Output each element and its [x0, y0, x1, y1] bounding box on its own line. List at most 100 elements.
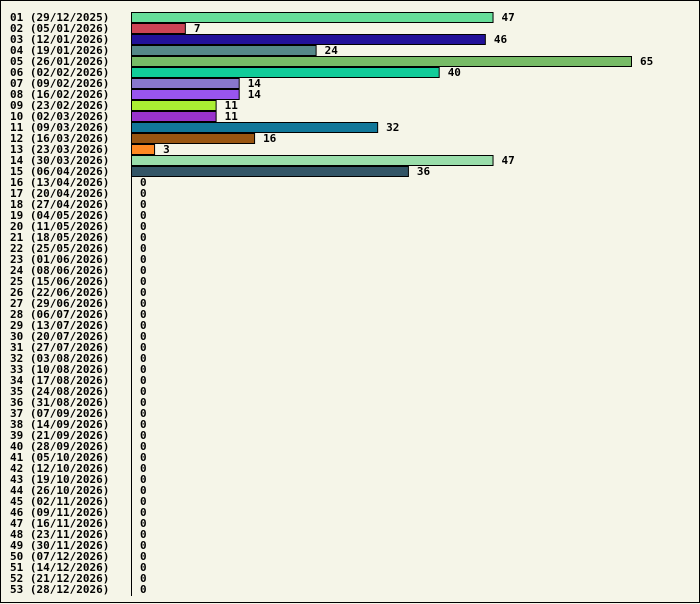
value-label: 0: [140, 231, 147, 244]
category-label: 06 (02/02/2026): [10, 66, 109, 79]
bar: [131, 67, 440, 78]
category-label: 31 (27/07/2026): [10, 341, 109, 354]
value-label: 24: [325, 44, 339, 57]
value-label: 0: [140, 374, 147, 387]
category-label: 49 (30/11/2026): [10, 539, 109, 552]
value-label: 0: [140, 253, 147, 266]
value-label: 0: [140, 209, 147, 222]
value-label: 46: [494, 33, 508, 46]
value-label: 36: [417, 165, 431, 178]
category-label: 08 (16/02/2026): [10, 88, 109, 101]
value-label: 11: [225, 99, 239, 112]
category-label: 16 (13/04/2026): [10, 176, 109, 189]
value-label: 0: [140, 506, 147, 519]
value-label: 47: [502, 154, 515, 167]
category-label: 04 (19/01/2026): [10, 44, 109, 57]
bar: [131, 111, 217, 122]
category-label: 02 (05/01/2026): [10, 22, 109, 35]
value-label: 0: [140, 583, 147, 596]
value-label: 0: [140, 363, 147, 376]
value-label: 7: [194, 22, 201, 35]
value-label: 0: [140, 440, 147, 453]
bar: [131, 166, 409, 177]
value-label: 0: [140, 242, 147, 255]
value-label: 0: [140, 187, 147, 200]
value-label: 0: [140, 473, 147, 486]
value-label: 0: [140, 330, 147, 343]
category-label: 42 (12/10/2026): [10, 462, 109, 475]
bar: [131, 89, 240, 100]
category-label: 45 (02/11/2026): [10, 495, 109, 508]
category-label: 01 (29/12/2025): [10, 11, 109, 24]
category-label: 13 (23/03/2026): [10, 143, 109, 156]
value-label: 65: [640, 55, 653, 68]
category-label: 20 (11/05/2026): [10, 220, 109, 233]
value-label: 0: [140, 484, 147, 497]
value-label: 0: [140, 319, 147, 332]
bar: [131, 45, 317, 56]
bar: [131, 78, 240, 89]
category-label: 12 (16/03/2026): [10, 132, 109, 145]
value-label: 14: [248, 77, 262, 90]
category-label: 39 (21/09/2026): [10, 429, 109, 442]
category-label: 52 (21/12/2026): [10, 572, 109, 585]
value-label: 0: [140, 539, 147, 552]
bar: [131, 155, 494, 166]
value-label: 0: [140, 198, 147, 211]
bar: [131, 12, 494, 23]
category-label: 44 (26/10/2026): [10, 484, 109, 497]
value-label: 0: [140, 462, 147, 475]
category-label: 25 (15/06/2026): [10, 275, 109, 288]
value-label: 40: [448, 66, 461, 79]
value-label: 16: [263, 132, 277, 145]
category-label: 14 (30/03/2026): [10, 154, 109, 167]
value-label: 0: [140, 418, 147, 431]
value-label: 0: [140, 561, 147, 574]
bar: [131, 122, 379, 133]
value-label: 0: [140, 528, 147, 541]
category-label: 28 (06/07/2026): [10, 308, 109, 321]
value-label: 0: [140, 429, 147, 442]
category-label: 34 (17/08/2026): [10, 374, 109, 387]
category-label: 15 (06/04/2026): [10, 165, 109, 178]
category-label: 23 (01/06/2026): [10, 253, 109, 266]
category-label: 32 (03/08/2026): [10, 352, 109, 365]
bar: [131, 56, 632, 67]
value-label: 32: [386, 121, 399, 134]
value-label: 0: [140, 550, 147, 563]
category-label: 41 (05/10/2026): [10, 451, 109, 464]
category-label: 17 (20/04/2026): [10, 187, 109, 200]
category-label: 37 (07/09/2026): [10, 407, 109, 420]
value-label: 3: [163, 143, 170, 156]
value-label: 47: [502, 11, 515, 24]
category-label: 09 (23/02/2026): [10, 99, 109, 112]
category-label: 18 (27/04/2026): [10, 198, 109, 211]
bars-group: 01 (29/12/2025) 47 02 (05/01/2026) 7 03 (12/…: [10, 11, 653, 596]
category-label: 24 (08/06/2026): [10, 264, 109, 277]
value-label: 11: [225, 110, 239, 123]
value-label: 0: [140, 385, 147, 398]
value-label: 0: [140, 264, 147, 277]
category-label: 22 (25/05/2026): [10, 242, 109, 255]
category-label: 27 (29/06/2026): [10, 297, 109, 310]
value-label: 0: [140, 451, 147, 464]
value-label: 0: [140, 220, 147, 233]
category-label: 50 (07/12/2026): [10, 550, 109, 563]
value-label: 0: [140, 572, 147, 585]
value-label: 0: [140, 308, 147, 321]
value-label: 0: [140, 352, 147, 365]
category-label: 53 (28/12/2026): [10, 583, 109, 596]
category-label: 43 (19/10/2026): [10, 473, 109, 486]
bar: [131, 133, 256, 144]
bar: [131, 23, 186, 34]
category-label: 11 (09/03/2026): [10, 121, 109, 134]
value-label: 0: [140, 297, 147, 310]
category-label: 35 (24/08/2026): [10, 385, 109, 398]
category-label: 05 (26/01/2026): [10, 55, 109, 68]
value-label: 0: [140, 286, 147, 299]
category-label: 36 (31/08/2026): [10, 396, 109, 409]
category-label: 51 (14/12/2026): [10, 561, 109, 574]
value-label: 0: [140, 341, 147, 354]
category-label: 03 (12/01/2026): [10, 33, 109, 46]
